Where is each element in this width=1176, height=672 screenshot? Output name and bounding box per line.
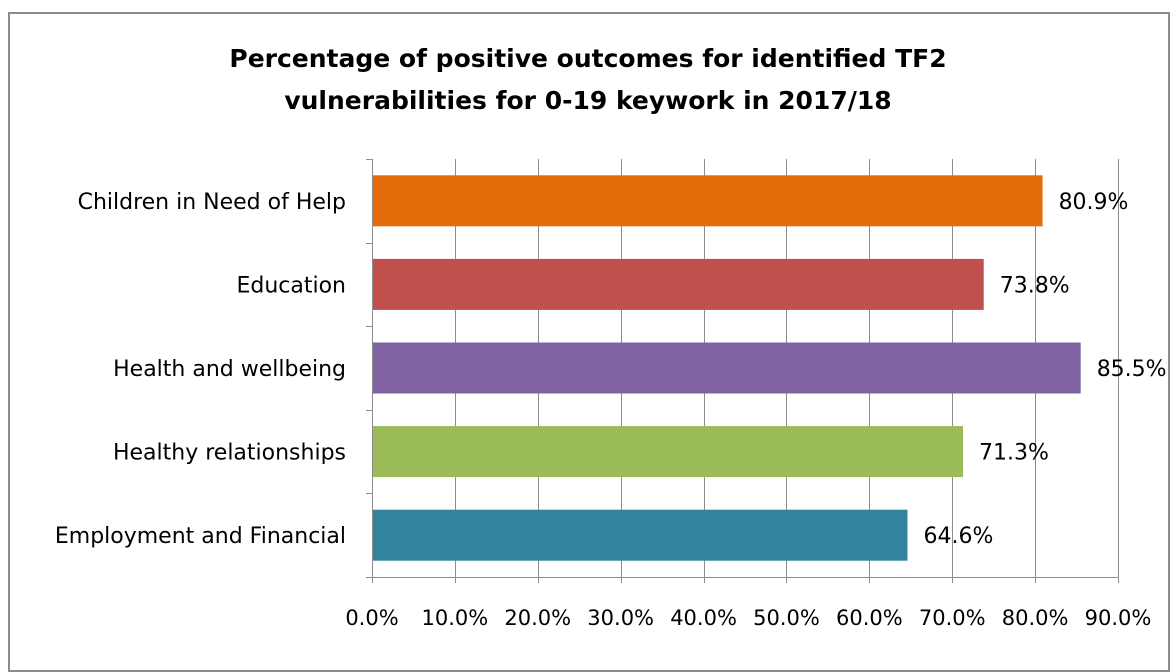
- chart-title-line-2: vulnerabilities for 0-19 keywork in 2017…: [284, 86, 892, 115]
- x-tick-label: 0.0%: [345, 606, 398, 630]
- bar: [372, 509, 908, 561]
- x-tick-label: 80.0%: [1002, 606, 1069, 630]
- data-label: 64.6%: [923, 524, 993, 549]
- chart-frame: [8, 12, 1170, 672]
- x-tick-label: 50.0%: [753, 606, 820, 630]
- bar: [372, 342, 1081, 394]
- x-tick-label: 30.0%: [587, 606, 654, 630]
- category-label: Health and wellbeing: [113, 357, 346, 382]
- category-label: Employment and Financial: [55, 524, 346, 549]
- data-label: 71.3%: [979, 441, 1049, 466]
- x-tick-label: 70.0%: [919, 606, 986, 630]
- data-label: 85.5%: [1097, 357, 1167, 382]
- bar-chart: Children in Need of Help Education Health …: [55, 159, 1167, 630]
- bar: [372, 426, 963, 478]
- category-label: Children in Need of Help: [78, 190, 346, 215]
- x-tick-label: 40.0%: [670, 606, 737, 630]
- data-label: 80.9%: [1059, 190, 1129, 215]
- data-label: 73.8%: [1000, 273, 1070, 298]
- bar: [372, 175, 1043, 227]
- chart-title-line-1: Percentage of positive outcomes for iden…: [229, 44, 947, 73]
- category-label: Education: [236, 273, 346, 298]
- bar: [372, 258, 984, 310]
- category-label: Healthy relationships: [113, 441, 346, 466]
- x-tick-label: 90.0%: [1085, 606, 1152, 630]
- x-tick-label: 20.0%: [504, 606, 571, 630]
- x-tick-label: 10.0%: [422, 606, 489, 630]
- x-tick-label: 60.0%: [836, 606, 903, 630]
